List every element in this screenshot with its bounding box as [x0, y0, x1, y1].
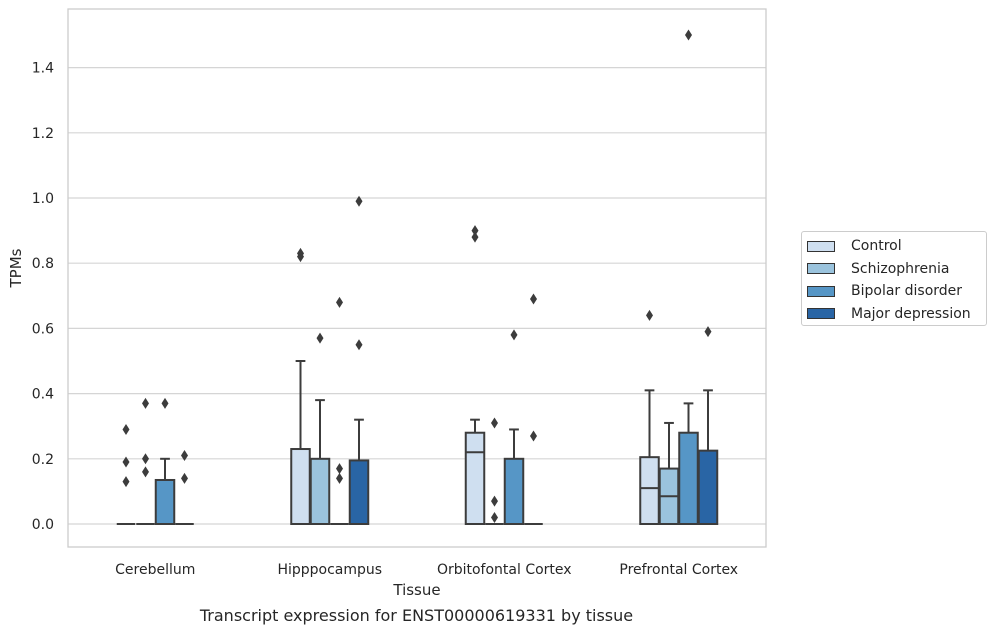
box-3-0 — [175, 450, 194, 525]
box-2-2 — [503, 329, 525, 525]
outlier-point — [336, 296, 343, 308]
y-axis-label: TPMs — [7, 248, 25, 288]
box-0-0 — [116, 423, 136, 525]
x-tick-label: Orbitofontal Cortex — [437, 562, 572, 578]
outlier-point — [355, 339, 363, 351]
y-tick-label: 0.6 — [32, 321, 54, 337]
y-tick-label: 0.8 — [32, 256, 54, 272]
outlier-point — [122, 476, 130, 488]
outlier-point — [336, 463, 343, 475]
x-tick-label: Prefrontal Cortex — [619, 562, 738, 578]
outlier-point — [510, 329, 518, 341]
box-2-3 — [678, 29, 699, 525]
outlier-point — [142, 397, 149, 409]
y-tick-label: 0.0 — [32, 517, 54, 533]
legend: Control Schizophrenia Bipolar disorder Majo… — [801, 231, 987, 326]
x-axis-label: Tissue — [392, 581, 440, 599]
y-tick-label: 1.4 — [32, 61, 54, 77]
box-body — [290, 448, 311, 525]
legend-item: Major depression — [807, 303, 986, 326]
box-1-1 — [309, 332, 331, 525]
box-body — [697, 449, 719, 525]
legend-item: Schizophrenia — [807, 258, 986, 281]
outlier-point — [646, 309, 653, 321]
box-body — [348, 459, 370, 525]
box-3-1 — [348, 195, 370, 525]
box-3-3 — [697, 326, 719, 525]
outlier-point — [704, 326, 712, 338]
box-body — [309, 457, 331, 525]
box-2-0 — [154, 397, 176, 525]
outlier-point — [181, 472, 188, 484]
box-1-3 — [658, 421, 680, 525]
box-body — [464, 431, 486, 525]
box-1-0 — [136, 397, 155, 525]
y-tick-label: 0.2 — [32, 452, 54, 468]
legend-swatch — [807, 240, 835, 252]
box-2-1 — [330, 296, 349, 525]
legend-swatch — [807, 263, 835, 275]
outlier-point — [161, 397, 169, 409]
outlier-point — [336, 472, 343, 484]
legend-label: Schizophrenia — [851, 260, 950, 277]
x-tick-label: Cerebellum — [115, 562, 195, 578]
outlier-point — [471, 231, 479, 243]
outlier-point — [122, 423, 130, 435]
y-tick-label: 0.4 — [32, 387, 54, 403]
legend-swatch — [807, 285, 835, 297]
legend-label: Major depression — [851, 305, 971, 322]
box-body — [154, 478, 176, 525]
y-tick-label: 1.0 — [32, 191, 54, 207]
outlier-point — [530, 430, 537, 442]
outlier-point — [530, 293, 537, 305]
legend-label: Control — [851, 238, 902, 255]
box-0-3 — [639, 309, 660, 526]
outlier-point — [297, 247, 304, 259]
legend-label: Bipolar disorder — [851, 283, 963, 300]
outlier-point — [142, 466, 149, 478]
y-tick-label: 1.2 — [32, 126, 54, 142]
box-body — [678, 431, 699, 525]
outlier-point — [491, 511, 498, 523]
box-0-2 — [464, 225, 486, 525]
outlier-point — [491, 417, 498, 429]
outlier-point — [355, 195, 363, 207]
outlier-point — [471, 225, 479, 237]
outlier-point — [122, 456, 130, 468]
box-3-2 — [524, 293, 543, 525]
legend-swatch — [807, 308, 835, 320]
box-1-2 — [485, 417, 504, 525]
box-0-1 — [290, 247, 311, 525]
outlier-point — [685, 29, 692, 41]
x-tick-label: Hipppocampus — [277, 562, 382, 578]
box-body — [503, 457, 525, 525]
outlier-point — [181, 450, 188, 462]
box-body — [639, 456, 660, 526]
chart-caption: Transcript expression for ENST0000061933… — [199, 606, 634, 625]
legend-item: Control — [807, 235, 986, 258]
plot-frame — [67, 8, 767, 548]
legend-item: Bipolar disorder — [807, 280, 986, 303]
outlier-point — [491, 495, 498, 507]
outlier-point — [142, 453, 149, 465]
outlier-point — [316, 332, 324, 344]
